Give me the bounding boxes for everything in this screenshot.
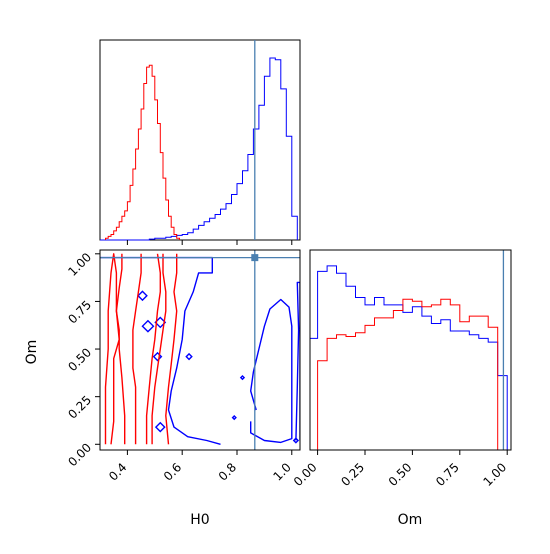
joint-series-0-small-contour-0 [137,290,148,302]
joint-y-tick-label-1: 0.25 [65,393,94,422]
h0-hist-frame [99,39,301,241]
joint-x-tick-label-0: 0.4 [106,460,129,483]
joint-y-tick-label-4: 1.00 [65,250,94,279]
joint-series-0-contour-0 [100,256,221,445]
joint-frame [99,249,301,451]
om-hist-series-0-steps [310,265,508,450]
joint-series-0-small-contour-1 [141,319,155,333]
joint-series-1-contour-1 [115,253,126,445]
joint-contour-layer [100,250,300,450]
joint-series-1-contour-0 [104,253,120,445]
joint-series-0-small-contour-2 [154,316,167,329]
om-hist-x-tick-label-2: 0.50 [386,460,415,489]
joint-series-0-contour-1 [250,298,293,444]
h0-axis-label: H0 [190,512,209,528]
joint-series-0-small-contour-6 [231,414,237,421]
joint-series-1-contour-2 [132,253,142,445]
om-marginal-histogram-panel: 0.00 0.25 0.50 0.75 1.00 [291,249,512,489]
joint-series-0-small-contour-7 [239,374,246,381]
joint-series-1-contour-4 [151,253,167,445]
om-y-axis-label: Om [24,340,40,365]
joint-y-tick-label-3: 0.75 [65,298,94,327]
joint-truth-point [251,254,259,262]
om-hist-x-tick-label-3: 0.75 [433,460,462,489]
joint-x-tick-label-1: 0.6 [161,460,184,483]
joint-series-0-small-contour-8 [292,437,300,444]
joint-series-0-contour-2 [295,281,300,441]
joint-y-tick-label-2: 0.50 [65,345,94,374]
h0-hist-series-1-steps [105,64,180,240]
joint-y-tick-label-0: 0.00 [65,441,94,470]
om-x-axis-label: Om [398,512,423,528]
om-hist-layer [310,250,508,450]
om-hist-series-1-steps [317,298,508,450]
joint-series-0-small-contour-4 [154,421,166,433]
om-hist-frame [309,249,512,451]
om-hist-x-tick-label-1: 0.25 [338,460,367,489]
joint-x-tick-label-3: 1.0 [271,460,294,483]
om-hist-x-tick-label-4: 1.00 [481,460,510,489]
joint-series-0-small-contour-5 [185,352,193,361]
h0-hist-series-0-steps [100,57,298,241]
om-hist-x-tick-label-0: 0.00 [291,460,320,489]
joint-series-0-small-contour-3 [152,351,163,362]
joint-series-1-contour-3 [145,253,161,445]
joint-x-tick-label-2: 0.8 [216,460,239,483]
joint-series-1-contour-5 [165,253,178,445]
h0-om-joint-contour-panel: 0.4 0.6 0.8 1.0 0.00 0.25 0.50 0.75 1.00 [65,249,301,484]
h0-marginal-histogram-panel [99,39,301,245]
